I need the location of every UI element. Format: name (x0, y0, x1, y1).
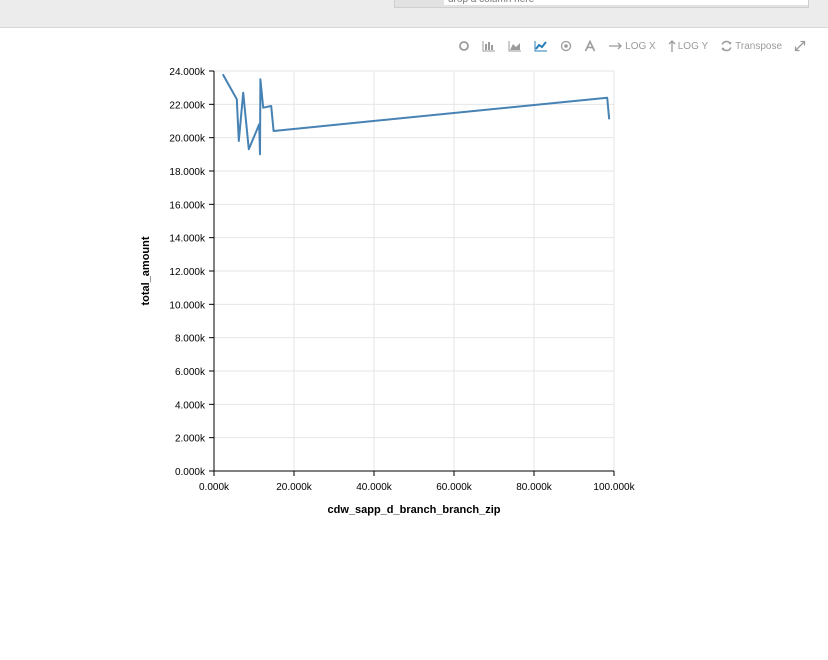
transpose-label: Transpose (735, 40, 782, 52)
x-axis-title: cdw_sapp_d_branch_branch_zip (328, 504, 501, 516)
y-tick-label: 0.000k (175, 467, 206, 478)
search-container (394, 0, 809, 8)
axes (209, 70, 615, 476)
chart-toolbar: LOG X LOG Y Transpose (458, 38, 806, 54)
y-tick-label: 18.000k (169, 167, 206, 178)
circle-icon[interactable] (458, 40, 470, 52)
y-tick-label: 10.000k (169, 300, 206, 311)
y-tick-label: 24.000k (169, 67, 206, 78)
x-tick-label: 100.000k (593, 482, 635, 493)
y-tick-label: 8.000k (175, 334, 206, 345)
y-tick-label: 20.000k (169, 134, 206, 145)
x-tick-label: 0.000k (199, 482, 230, 493)
x-tick-label: 60.000k (436, 482, 473, 493)
log-x-arrow-icon (609, 42, 623, 50)
log-y-button[interactable]: LOG Y (668, 39, 709, 53)
area-chart-icon[interactable] (508, 40, 522, 52)
log-y-label: LOG Y (677, 40, 709, 52)
tick-labels: 0.000k 20.000k 40.000k 60.000k 80.000k 100.00… (169, 67, 635, 493)
y-tick-label: 12.000k (169, 267, 206, 278)
x-tick-label: 80.000k (516, 482, 553, 493)
transpose-icon (721, 40, 732, 52)
y-tick-label: 14.000k (169, 234, 206, 245)
line-chart-icon[interactable] (534, 40, 548, 52)
y-axis-title: total_amount (140, 236, 152, 305)
transpose-button[interactable]: Transpose (720, 40, 782, 52)
bar-chart-icon[interactable] (482, 40, 496, 52)
expand-icon[interactable] (794, 40, 806, 52)
font-icon[interactable] (584, 40, 596, 52)
series-layer (221, 73, 611, 156)
series-line-0 (221, 73, 611, 156)
log-x-label: LOG X (625, 40, 656, 52)
y-tick-label: 22.000k (169, 100, 206, 111)
drop-column-input[interactable] (444, 0, 808, 5)
scatter-icon[interactable] (560, 40, 572, 52)
y-tick-label: 16.000k (169, 200, 206, 211)
y-tick-label: 4.000k (175, 400, 206, 411)
y-tick-label: 6.000k (175, 367, 206, 378)
x-tick-label: 40.000k (356, 482, 393, 493)
log-x-button[interactable]: LOG X (608, 41, 656, 52)
y-tick-label: 2.000k (175, 434, 206, 445)
log-y-arrow-icon (668, 39, 676, 52)
top-bar (0, 0, 828, 28)
x-tick-label: 20.000k (276, 482, 313, 493)
